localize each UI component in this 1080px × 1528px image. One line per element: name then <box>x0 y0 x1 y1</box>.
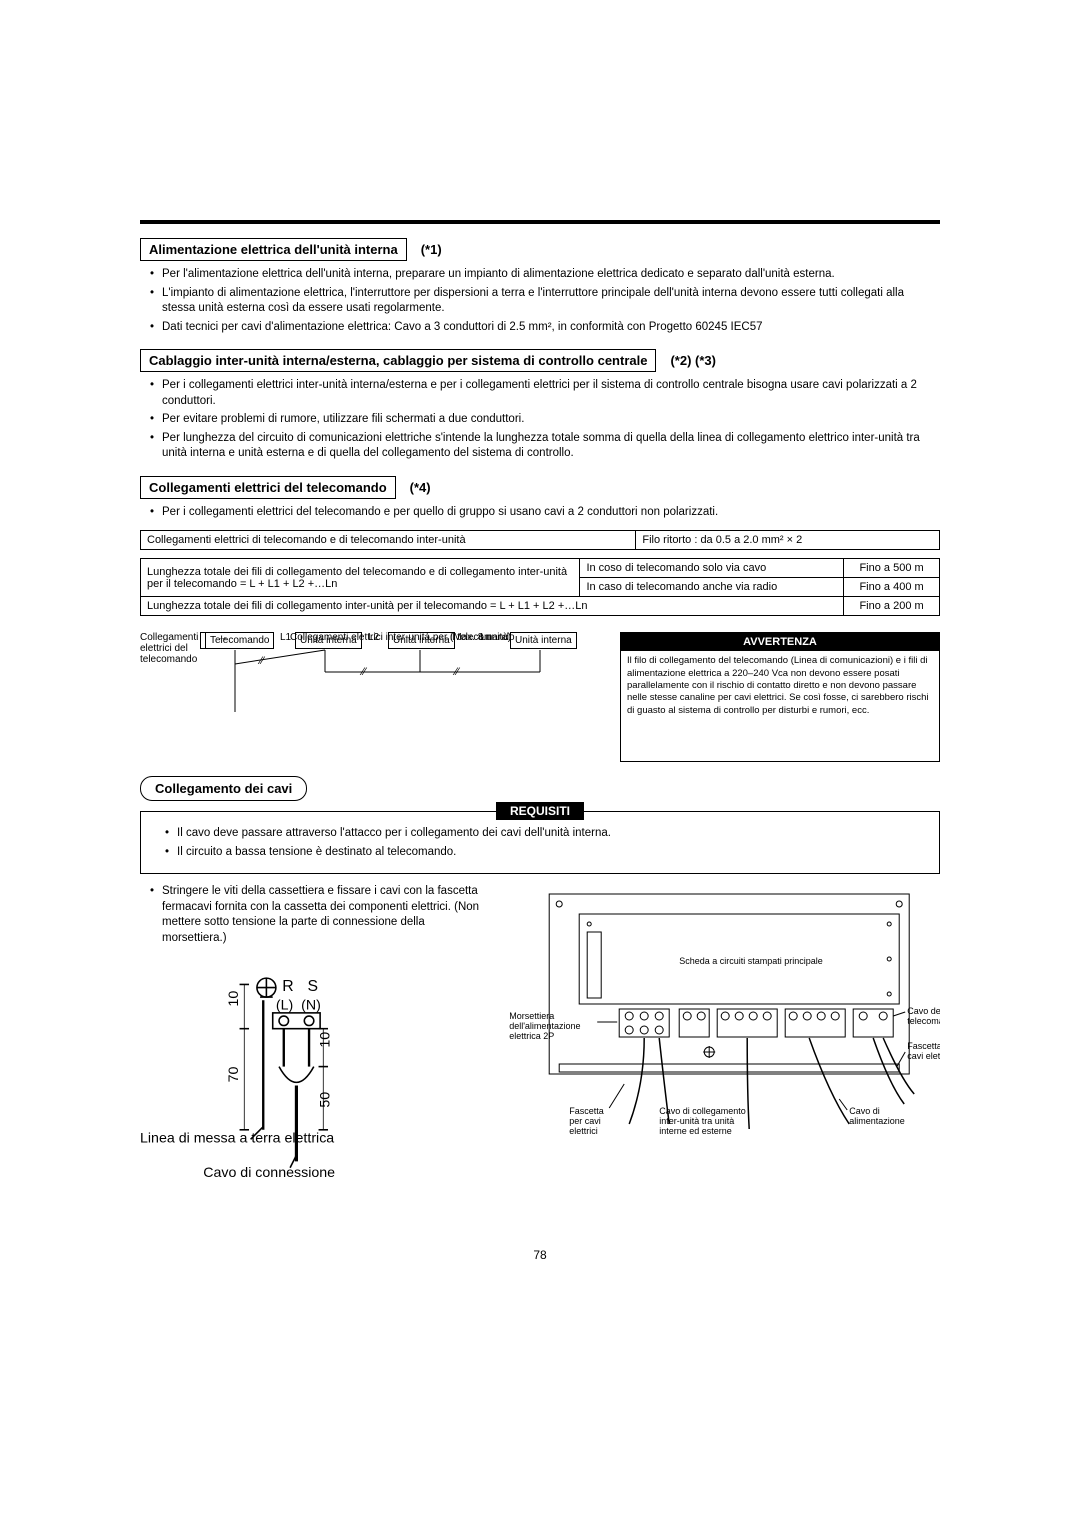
table2-r3c1: Lunghezza totale dei fili di collegament… <box>141 597 844 616</box>
bullet-item: Per lunghezza del circuito di comunicazi… <box>150 431 940 462</box>
svg-text:⁄⁄: ⁄⁄ <box>257 655 266 667</box>
requisiti-box: REQUISITI Il cavo deve passare attravers… <box>140 811 940 874</box>
warning-header: AVVERTENZA <box>621 633 939 651</box>
bullet-item: Dati tecnici per cavi d'alimentazione el… <box>150 320 940 336</box>
bullet-item: Il cavo deve passare attraverso l'attacc… <box>165 826 925 842</box>
svg-text:70: 70 <box>226 1067 242 1083</box>
section3-bullets: Per i collegamenti elettrici del telecom… <box>140 505 940 521</box>
table2-r2c3: Fino a 400 m <box>844 578 940 597</box>
svg-text:Scheda a circuiti stampati pri: Scheda a circuiti stampati principale <box>679 956 823 966</box>
svg-text:Morsettieradell'alimentazionee: Morsettieradell'alimentazioneelettrica 2… <box>509 1011 580 1041</box>
section4-title: Collegamento dei cavi <box>140 776 307 801</box>
table2-r1c2: In coso di telecomando solo via cavo <box>580 559 844 578</box>
section2-bullets: Per i collegamenti elettrici inter-unità… <box>140 378 940 462</box>
table2-r3c3: Fino a 200 m <box>844 597 940 616</box>
svg-text:Cavo di collegamentointer-unit: Cavo di collegamentointer-unità tra unit… <box>659 1106 746 1136</box>
section3-marker: (*4) <box>410 480 431 495</box>
svg-text:Fascetta percavi elettrici: Fascetta percavi elettrici <box>907 1041 940 1061</box>
section1-heading: Alimentazione elettrica dell'unità inter… <box>140 238 940 261</box>
svg-text:10: 10 <box>226 991 242 1007</box>
section2-title: Cablaggio inter-unità interna/esterna, c… <box>140 349 656 372</box>
requisiti-header: REQUISITI <box>496 802 584 820</box>
bullet-item: Per i collegamenti elettrici del telecom… <box>150 505 940 521</box>
lower-row: Stringere le viti della cassettiera e fi… <box>140 884 940 1228</box>
pcb-diagram: Scheda a circuiti stampati principale Mo… <box>498 884 940 1154</box>
section3-title: Collegamenti elettrici del telecomando <box>140 476 396 499</box>
table2-r1c1: Lunghezza totale dei fili di collegament… <box>141 559 580 597</box>
svg-text:R: R <box>282 978 293 995</box>
table1-c1: Collegamenti elettrici di telecomando e … <box>141 531 636 550</box>
svg-text:S: S <box>307 978 318 995</box>
table1-c2: Filo ritorto : da 0.5 a 2.0 mm² × 2 <box>636 531 940 550</box>
svg-text:Cavo di connessione: Cavo di connessione <box>203 1165 335 1181</box>
page-number: 78 <box>140 1248 940 1262</box>
bullet-item: Il circuito a bassa tensione è destinato… <box>165 845 925 861</box>
svg-text:Linea di messa a terra elettri: Linea di messa a terra elettrica <box>140 1131 334 1147</box>
section3-heading: Collegamenti elettrici del telecomando (… <box>140 476 940 499</box>
conn-label: Collegamenti elettrici del telecomando <box>140 632 210 665</box>
lower-left: Stringere le viti della cassettiera e fi… <box>140 884 488 1228</box>
svg-text:Fascettaper cavielettrici: Fascettaper cavielettrici <box>569 1106 604 1136</box>
svg-text:10: 10 <box>318 1032 334 1048</box>
table2-r1c3: Fino a 500 m <box>844 559 940 578</box>
section1-bullets: Per l'alimentazione elettrica dell'unità… <box>140 267 940 335</box>
svg-text:(N): (N) <box>301 998 321 1014</box>
diagram-row: Unità interna Unità interna Unità intern… <box>140 632 940 762</box>
top-rule <box>140 220 940 224</box>
warning-body: Il filo di collegamento del telecomando … <box>621 651 939 721</box>
lower-text: Stringere le viti della cassettiera e fi… <box>150 884 488 946</box>
bullet-item: L'impianto di alimentazione elettrica, l… <box>150 286 940 317</box>
inter-label: Collegamenti elettrici inter-unità per i… <box>290 632 515 643</box>
bullet-item: Per l'alimentazione elettrica dell'unità… <box>150 267 940 283</box>
table1: Collegamenti elettrici di telecomando e … <box>140 530 940 550</box>
section1-title: Alimentazione elettrica dell'unità inter… <box>140 238 407 261</box>
svg-text:50: 50 <box>318 1092 334 1108</box>
bullet-item: Per evitare problemi di rumore, utilizza… <box>150 412 940 428</box>
table2-r2c2: In caso di telecomando anche via radio <box>580 578 844 597</box>
svg-text:Cavo deltelecomando: Cavo deltelecomando <box>907 1006 940 1026</box>
terminal-diagram: R S (L) (N) 10 70 10 50 Linea di messa a <box>140 956 488 1225</box>
warning-box: AVVERTENZA Il filo di collegamento del t… <box>620 632 940 762</box>
section2-marker: (*2) (*3) <box>670 353 716 368</box>
svg-text:(L): (L) <box>276 998 293 1014</box>
wiring-diagram: Unità interna Unità interna Unità intern… <box>140 632 602 762</box>
table2: Lunghezza totale dei fili di collegament… <box>140 558 940 616</box>
bullet-item: Per i collegamenti elettrici inter-unità… <box>150 378 940 409</box>
section1-marker: (*1) <box>421 242 442 257</box>
svg-text:Cavo dialimentazione: Cavo dialimentazione <box>849 1106 905 1126</box>
section2-heading: Cablaggio inter-unità interna/esterna, c… <box>140 349 940 372</box>
